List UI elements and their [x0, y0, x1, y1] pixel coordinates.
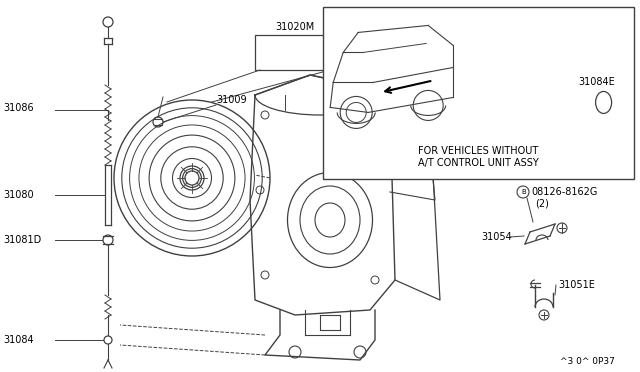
Text: FOR VEHICLES WITHOUT: FOR VEHICLES WITHOUT: [419, 145, 538, 155]
Text: 31084E: 31084E: [579, 77, 615, 87]
Text: 31086: 31086: [3, 103, 34, 113]
Bar: [255, 35, 335, 70]
Text: 31084: 31084: [3, 335, 34, 345]
Text: 31080: 31080: [3, 190, 34, 200]
Text: 31051E: 31051E: [558, 280, 595, 290]
Text: A/T CONTROL UNIT ASSY: A/T CONTROL UNIT ASSY: [418, 158, 539, 167]
Text: 31009: 31009: [216, 95, 246, 105]
Text: 31020M: 31020M: [275, 22, 315, 32]
Text: (2): (2): [535, 198, 549, 208]
Bar: [323, 7, 634, 179]
Text: B: B: [522, 189, 526, 195]
Text: ^3 0^ 0P37: ^3 0^ 0P37: [560, 357, 615, 366]
Text: 31054: 31054: [481, 232, 512, 242]
Text: 31081D: 31081D: [3, 235, 41, 245]
Text: 08126-8162G: 08126-8162G: [531, 187, 597, 197]
